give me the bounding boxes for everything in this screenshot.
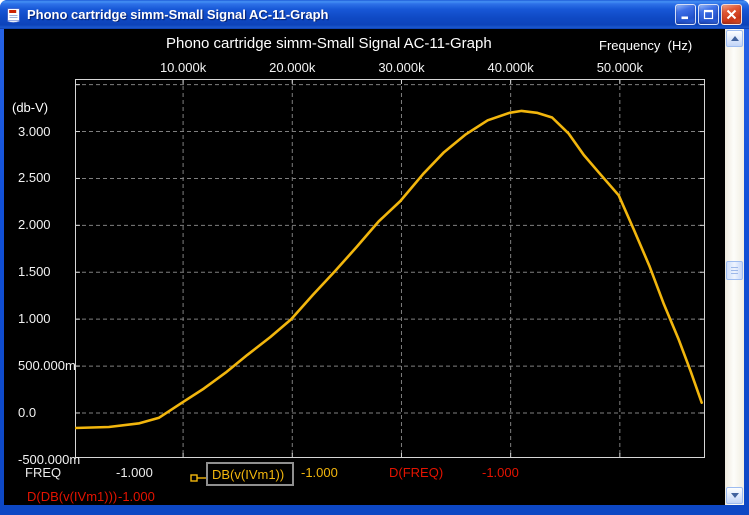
series-curve <box>75 109 704 430</box>
x-tick-label: 20.000k <box>269 60 316 75</box>
x-tick-label: 40.000k <box>487 60 534 75</box>
plot-svg <box>75 79 705 458</box>
x-tick-label: 50.000k <box>596 60 643 75</box>
y-tick-label: -500.000m <box>18 451 81 467</box>
x-tick-label: 30.000k <box>378 60 425 75</box>
maximize-icon <box>703 9 714 20</box>
legend-series-label: DB(v(IVm1)) <box>212 466 285 482</box>
scroll-down-button[interactable] <box>726 487 743 504</box>
plot-area[interactable]: Phono cartridge simm-Small Signal AC-11-… <box>4 29 725 505</box>
plot-frame <box>75 79 705 458</box>
close-button[interactable] <box>721 4 742 25</box>
y-tick-label: 1.000 <box>18 311 51 327</box>
legend-dfreq-value: -1.000 <box>482 465 519 480</box>
legend-ddb-value: -1.000 <box>118 489 155 504</box>
close-icon <box>726 9 737 20</box>
title-bar[interactable]: Phono cartridge simm-Small Signal AC-11-… <box>0 0 749 29</box>
y-tick-label: 2.500 <box>18 170 51 186</box>
minimize-icon <box>681 16 688 20</box>
x-tick-label: 10.000k <box>159 60 207 75</box>
legend-ddb-label: D(DB(v(IVm1))) <box>27 489 118 504</box>
y-axis-unit-label: (db-V) <box>12 100 49 115</box>
legend-freq-label: FREQ <box>25 465 62 480</box>
y-tick-label: 0.0 <box>18 404 37 420</box>
chevron-up-icon <box>730 36 739 41</box>
legend-dfreq-label: D(FREQ) <box>389 465 444 480</box>
chart-title: Phono cartridge simm-Small Signal AC-11-… <box>166 35 492 52</box>
window-controls <box>675 4 742 25</box>
maximize-button[interactable] <box>698 4 719 25</box>
y-tick-label: 500.000m <box>18 358 76 374</box>
vertical-scrollbar[interactable] <box>725 29 744 505</box>
y-tick-label: 3.000 <box>18 123 51 139</box>
selected-series-box[interactable]: DB(v(IVm1)) <box>206 462 294 486</box>
series-marker-icon <box>190 470 208 482</box>
y-tick-label: 1.500 <box>18 264 51 280</box>
scrollbar-thumb[interactable] <box>726 261 743 280</box>
y-tick-label: 2.000 <box>18 217 51 233</box>
legend-freq-value: -1.000 <box>116 465 153 480</box>
scroll-up-button[interactable] <box>726 30 743 47</box>
legend-series-value: -1.000 <box>301 465 338 480</box>
document-icon <box>5 7 22 24</box>
window-title: Phono cartridge simm-Small Signal AC-11-… <box>27 7 329 22</box>
x-axis-unit-label: Frequency (Hz) <box>599 38 693 53</box>
minimize-button[interactable] <box>675 4 696 25</box>
chevron-down-icon <box>730 493 739 498</box>
